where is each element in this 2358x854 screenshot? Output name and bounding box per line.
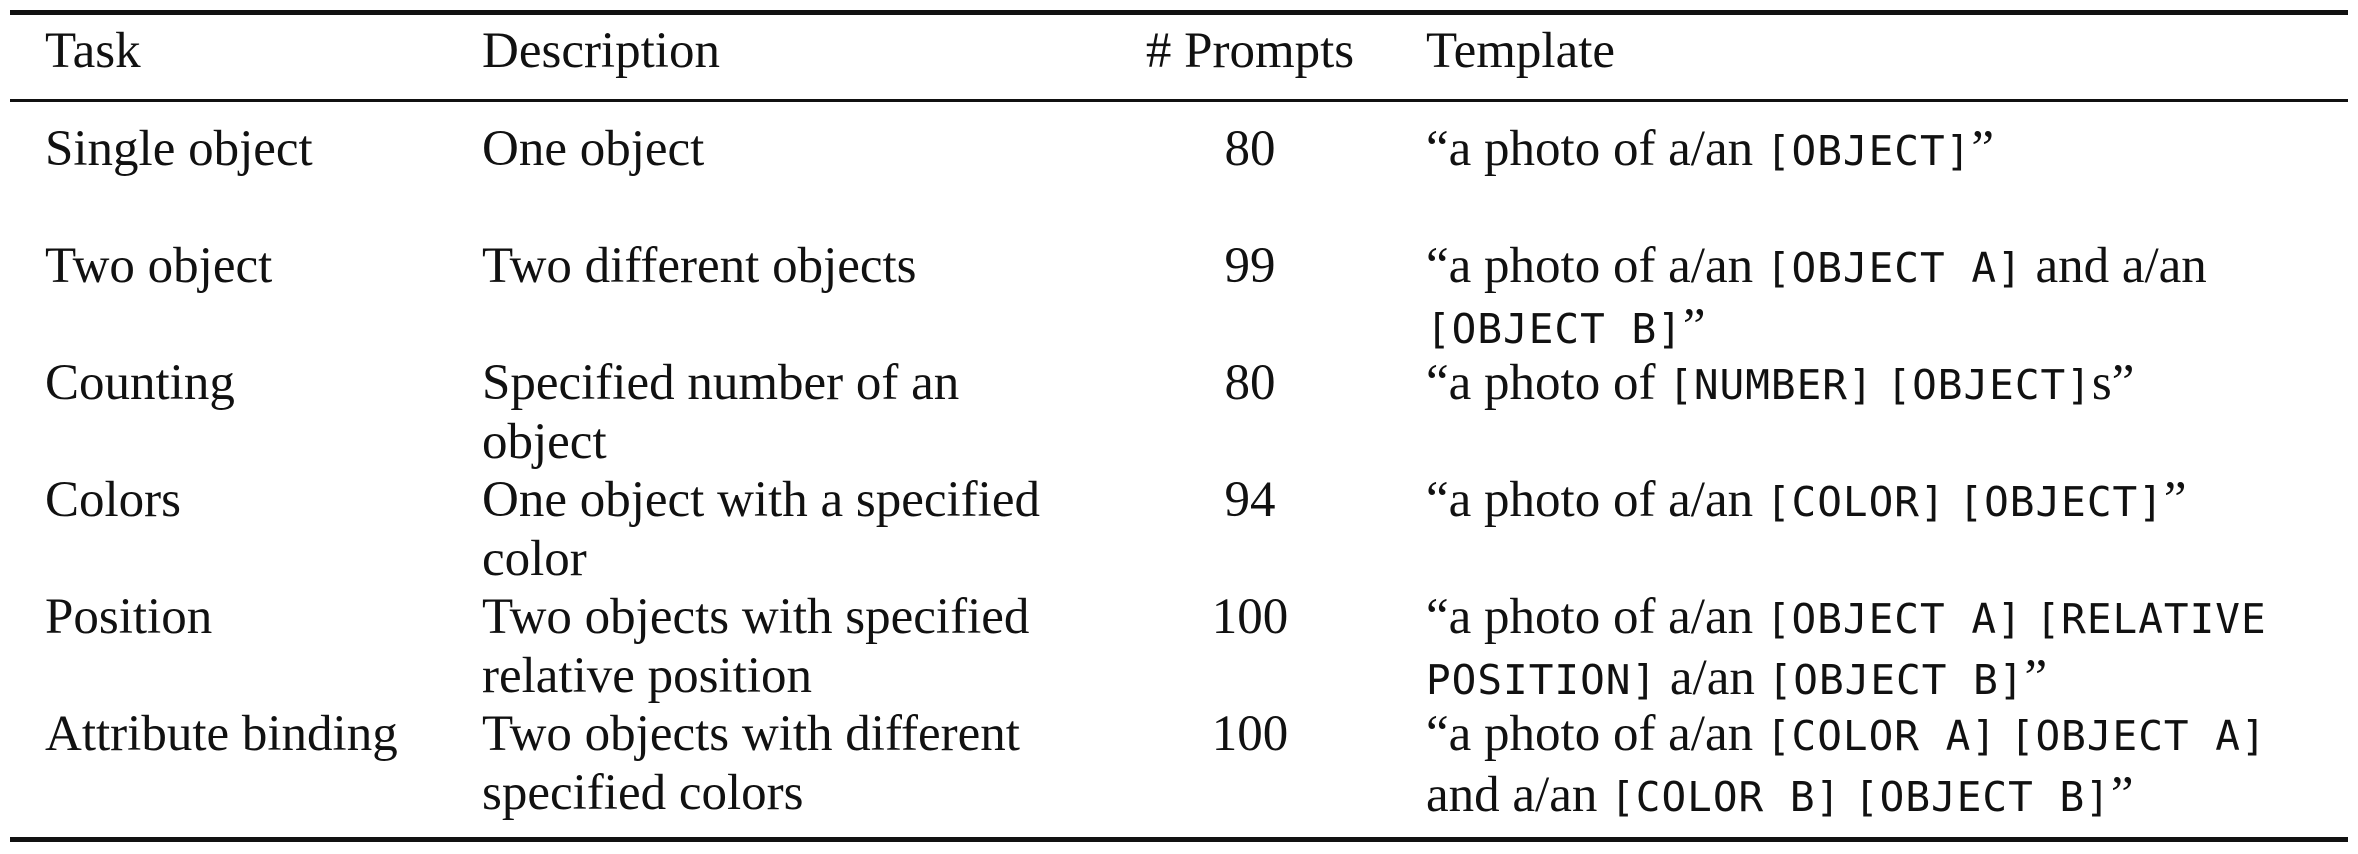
- cell-description: Two objects with specified relative posit…: [482, 588, 1067, 706]
- template-text: and a/an: [1426, 767, 1611, 823]
- template-placeholder: [OBJECT]: [1765, 127, 1972, 175]
- description-line: One object: [482, 121, 705, 177]
- cell-description: One object with a specified color: [482, 471, 1067, 589]
- cell-task: Attribute binding: [45, 706, 398, 762]
- template-line: and a/an [COLOR B] [OBJECT B]”: [1426, 766, 2331, 827]
- cell-task: Single object: [45, 121, 313, 177]
- template-placeholder: [OBJECT A]: [1765, 595, 2023, 643]
- cell-template: “a photo of a/an [OBJECT A] and a/an [OBJ…: [1426, 237, 2331, 359]
- bottom-rule: [10, 837, 2348, 842]
- template-placeholder: [NUMBER]: [1668, 361, 1874, 409]
- template-text: ”: [2163, 472, 2187, 528]
- template-text: a/an: [1657, 650, 1768, 706]
- template-text: “a photo of a/an: [1426, 121, 1766, 177]
- template-line: [OBJECT B]”: [1426, 298, 2331, 359]
- description-line: specified colors: [482, 765, 804, 821]
- cell-prompts: 80: [1224, 355, 1276, 411]
- cell-prompts: 99: [1224, 238, 1276, 294]
- header-description: Description: [482, 23, 720, 79]
- description-line: object: [482, 414, 607, 470]
- template-placeholder: [COLOR A]: [1765, 712, 1998, 760]
- template-placeholder: [OBJECT B]: [1767, 656, 2025, 704]
- template-text: ”: [2024, 650, 2048, 706]
- header-prompts: # Prompts: [1145, 23, 1355, 79]
- cell-description: Two different objects: [482, 237, 1067, 296]
- cell-template: “a photo of [NUMBER] [OBJECT]s”: [1426, 354, 2331, 415]
- cell-task: Position: [45, 589, 213, 645]
- template-placeholder: [OBJECT]: [1886, 361, 2092, 409]
- template-placeholder: [OBJECT A]: [1765, 244, 2023, 292]
- template-line: “a photo of [NUMBER] [OBJECT]s”: [1426, 354, 2331, 415]
- template-placeholder: [OBJECT B]: [1854, 773, 2111, 821]
- header-template: Template: [1426, 23, 1616, 79]
- cell-prompts: 100: [1211, 589, 1289, 645]
- cell-description: Specified number of an object: [482, 354, 1067, 472]
- cell-task: Two object: [45, 238, 273, 294]
- template-placeholder: [OBJECT B]: [1426, 305, 1683, 353]
- cell-prompts: 80: [1224, 121, 1276, 177]
- template-placeholder: [OBJECT]: [1958, 478, 2164, 526]
- header-rule: [10, 99, 2348, 102]
- template-line: “a photo of a/an [COLOR] [OBJECT]”: [1426, 471, 2331, 532]
- template-line: “a photo of a/an [COLOR A] [OBJECT A]: [1426, 705, 2331, 766]
- cell-prompts: 100: [1211, 706, 1289, 762]
- cell-template: “a photo of a/an [OBJECT A] [RELATIVE POS…: [1426, 588, 2331, 710]
- description-line: color: [482, 531, 587, 587]
- template-text: ”: [2110, 767, 2134, 823]
- top-rule: [10, 10, 2348, 15]
- template-text: ”: [1971, 121, 1994, 177]
- cell-template: “a photo of a/an [COLOR] [OBJECT]”: [1426, 471, 2331, 532]
- template-text: [1841, 767, 1854, 823]
- template-text: [1874, 355, 1887, 411]
- template-text: “a photo of a/an: [1426, 589, 1766, 645]
- cell-task: Colors: [45, 472, 182, 528]
- description-line: Two objects with different: [482, 706, 1020, 762]
- template-placeholder: [OBJECT A]: [2009, 712, 2267, 760]
- template-line: POSITION] a/an [OBJECT B]”: [1426, 649, 2331, 710]
- template-text: “a photo of a/an: [1426, 472, 1766, 528]
- template-text: [1997, 706, 2010, 762]
- template-line: “a photo of a/an [OBJECT]”: [1426, 120, 2331, 181]
- template-text: “a photo of: [1426, 355, 1669, 411]
- template-line: “a photo of a/an [OBJECT A] and a/an: [1426, 237, 2331, 298]
- description-line: Two different objects: [482, 238, 917, 294]
- template-text: [1946, 472, 1959, 528]
- cell-template: “a photo of a/an [OBJECT]”: [1426, 120, 2331, 181]
- description-line: relative position: [482, 648, 813, 704]
- description-line: One object with a specified: [482, 472, 1040, 528]
- template-text: ”: [1682, 299, 1706, 355]
- template-placeholder: [COLOR]: [1765, 478, 1946, 526]
- template-text: “a photo of a/an: [1426, 706, 1766, 762]
- template-text: [2023, 589, 2036, 645]
- template-text: s”: [2091, 355, 2135, 411]
- template-line: “a photo of a/an [OBJECT A] [RELATIVE: [1426, 588, 2331, 649]
- cell-prompts: 94: [1224, 472, 1276, 528]
- cell-template: “a photo of a/an [COLOR A] [OBJECT A] and…: [1426, 705, 2331, 827]
- header-task: Task: [45, 23, 141, 79]
- description-line: Two objects with specified: [482, 589, 1030, 645]
- template-text: and a/an: [2022, 238, 2207, 294]
- template-placeholder: [COLOR B]: [1610, 773, 1842, 821]
- cell-description: One object: [482, 120, 1067, 179]
- template-text: “a photo of a/an: [1426, 238, 1766, 294]
- template-placeholder: [RELATIVE: [2035, 595, 2267, 643]
- description-line: Specified number of an: [482, 355, 960, 411]
- template-placeholder: POSITION]: [1426, 656, 1658, 704]
- cell-task: Counting: [45, 355, 235, 411]
- cell-description: Two objects with different specified colo…: [482, 705, 1067, 823]
